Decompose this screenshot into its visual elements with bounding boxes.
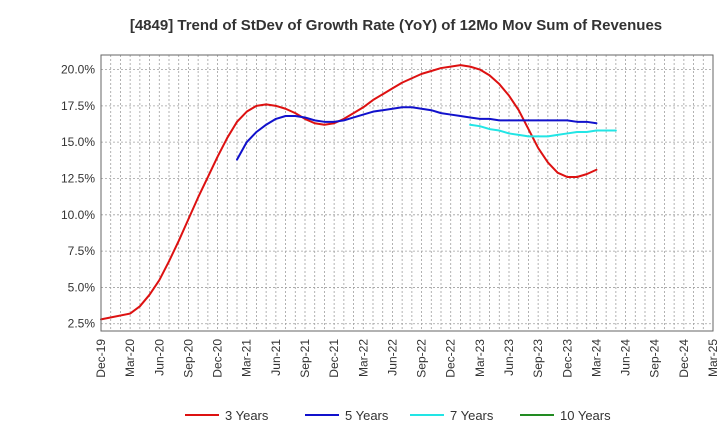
legend-item-5-years: 5 Years xyxy=(305,408,389,423)
y-tick-label: 2.5% xyxy=(68,317,96,331)
x-tick-label: Dec-19 xyxy=(94,339,108,378)
x-tick-label: Dec-21 xyxy=(327,339,341,378)
x-tick-label: Mar-20 xyxy=(123,339,137,377)
plot-area xyxy=(101,55,713,331)
x-tick-label: Mar-21 xyxy=(240,339,254,377)
x-tick-label: Mar-25 xyxy=(706,339,720,377)
y-tick-label: 17.5% xyxy=(61,99,95,113)
x-tick-label: Jun-24 xyxy=(619,339,633,376)
series-line-5-years xyxy=(236,106,598,161)
x-tick-label: Sep-23 xyxy=(531,339,545,378)
legend-item-7-years: 7 Years xyxy=(410,408,494,423)
x-tick-label: Sep-21 xyxy=(298,339,312,378)
y-tick-label: 10.0% xyxy=(61,208,95,222)
x-tick-label: Sep-22 xyxy=(415,339,429,378)
legend-label: 3 Years xyxy=(225,408,269,423)
grid xyxy=(100,55,714,331)
y-tick-label: 12.5% xyxy=(61,171,95,185)
series-line-3-years xyxy=(100,64,598,321)
x-tick-label: Jun-22 xyxy=(385,339,399,376)
axes: 2.5% 5.0% 7.5% 10.0% 12.5% 15.0% 17.5% 20.0% Dec… xyxy=(61,54,720,378)
x-tick-label: Jun-23 xyxy=(502,339,516,376)
chart-title: [4849] Trend of StDev of Growth Rate (Yo… xyxy=(130,17,662,34)
legend: 3 Years 5 Years 7 Years 10 Years xyxy=(185,408,611,423)
y-tick-label: 15.0% xyxy=(61,135,95,149)
x-tick-label: Mar-23 xyxy=(473,339,487,377)
legend-label: 5 Years xyxy=(345,408,389,423)
x-tick-label: Mar-22 xyxy=(356,339,370,377)
y-tick-label: 7.5% xyxy=(68,244,96,258)
x-tick-label: Jun-21 xyxy=(269,339,283,376)
legend-item-3-years: 3 Years xyxy=(185,408,269,423)
x-tick-label: Dec-22 xyxy=(444,339,458,378)
legend-label: 10 Years xyxy=(560,408,611,423)
legend-item-10-years: 10 Years xyxy=(520,408,611,423)
x-tick-label: Mar-24 xyxy=(589,339,603,377)
y-tick-label: 20.0% xyxy=(61,63,95,77)
plot-border xyxy=(100,54,714,332)
x-tick-label: Dec-20 xyxy=(211,339,225,378)
x-tick-label: Sep-24 xyxy=(648,339,662,378)
y-tick-label: 5.0% xyxy=(68,280,96,294)
x-tick-label: Sep-20 xyxy=(181,339,195,378)
series-line-7-years xyxy=(469,123,617,138)
plot-background xyxy=(101,55,713,331)
legend-label: 7 Years xyxy=(450,408,494,423)
x-tick-label: Jun-20 xyxy=(152,339,166,376)
series-lines xyxy=(100,64,617,321)
x-tick-label: Dec-24 xyxy=(677,339,691,378)
x-tick-label: Dec-23 xyxy=(560,339,574,378)
